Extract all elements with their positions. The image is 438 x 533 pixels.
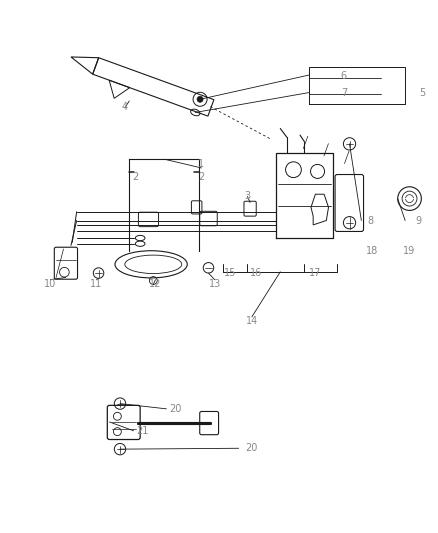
Text: 12: 12 (149, 279, 162, 289)
Text: 8: 8 (367, 215, 373, 225)
Text: 18: 18 (366, 246, 378, 256)
Text: 6: 6 (341, 71, 347, 81)
Text: 19: 19 (403, 246, 416, 256)
Text: 2: 2 (198, 172, 205, 182)
Text: 9: 9 (415, 215, 421, 225)
Text: 13: 13 (208, 279, 221, 289)
Text: 16: 16 (250, 268, 262, 278)
Text: 1: 1 (198, 159, 205, 168)
Text: 11: 11 (90, 279, 102, 289)
Text: 3: 3 (244, 191, 251, 201)
Text: 4: 4 (122, 102, 128, 111)
Text: 5: 5 (420, 88, 426, 99)
Text: 2: 2 (133, 172, 139, 182)
Text: 14: 14 (246, 316, 258, 326)
Text: 7: 7 (341, 88, 347, 99)
Text: 20: 20 (169, 404, 181, 414)
Text: 15: 15 (224, 268, 236, 278)
Text: 21: 21 (136, 426, 148, 436)
Circle shape (197, 96, 203, 102)
Text: 17: 17 (309, 268, 321, 278)
Text: 20: 20 (246, 443, 258, 453)
Text: 10: 10 (44, 279, 57, 289)
